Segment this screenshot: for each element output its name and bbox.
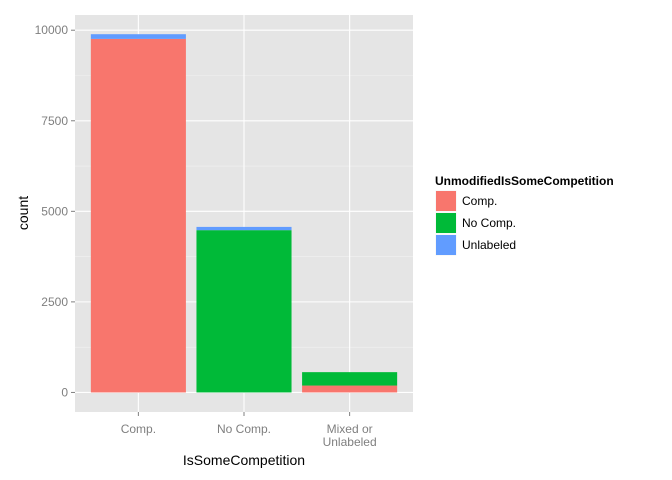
legend: UnmodifiedIsSomeCompetition Comp. No Comp… [434,174,614,257]
y-tick-label: 7500 [41,114,68,128]
y-axis-ticks: 0 2500 5000 7500 10000 [35,23,75,399]
y-tick-label: 2500 [41,295,68,309]
legend-entry-label: Unlabeled [462,238,516,252]
y-tick-label: 0 [61,385,68,399]
legend-entry-label: Comp. [462,194,497,208]
bar-segment [90,34,186,39]
x-tick-label: No Comp. [217,422,271,436]
bar-segment [302,385,398,393]
bar-segment [196,230,292,393]
bar-segment [196,226,292,231]
legend-key-swatch [436,191,456,211]
bar-segment [90,38,186,393]
x-axis-ticks: Comp. No Comp. Mixed or Unlabeled [121,412,377,449]
y-tick-label: 10000 [35,23,69,37]
y-tick-label: 5000 [41,204,68,218]
x-axis-title: IsSomeCompetition [183,452,305,468]
bar-segment [302,372,398,386]
bars [90,34,398,393]
legend-key-swatch [436,235,456,255]
legend-key-swatch [436,213,456,233]
x-tick-label: Comp. [121,422,156,436]
legend-entry-label: No Comp. [462,216,516,230]
x-tick-label: Mixed or Unlabeled [323,422,377,449]
legend-title: UnmodifiedIsSomeCompetition [435,174,614,188]
y-axis-title: count [15,196,31,230]
